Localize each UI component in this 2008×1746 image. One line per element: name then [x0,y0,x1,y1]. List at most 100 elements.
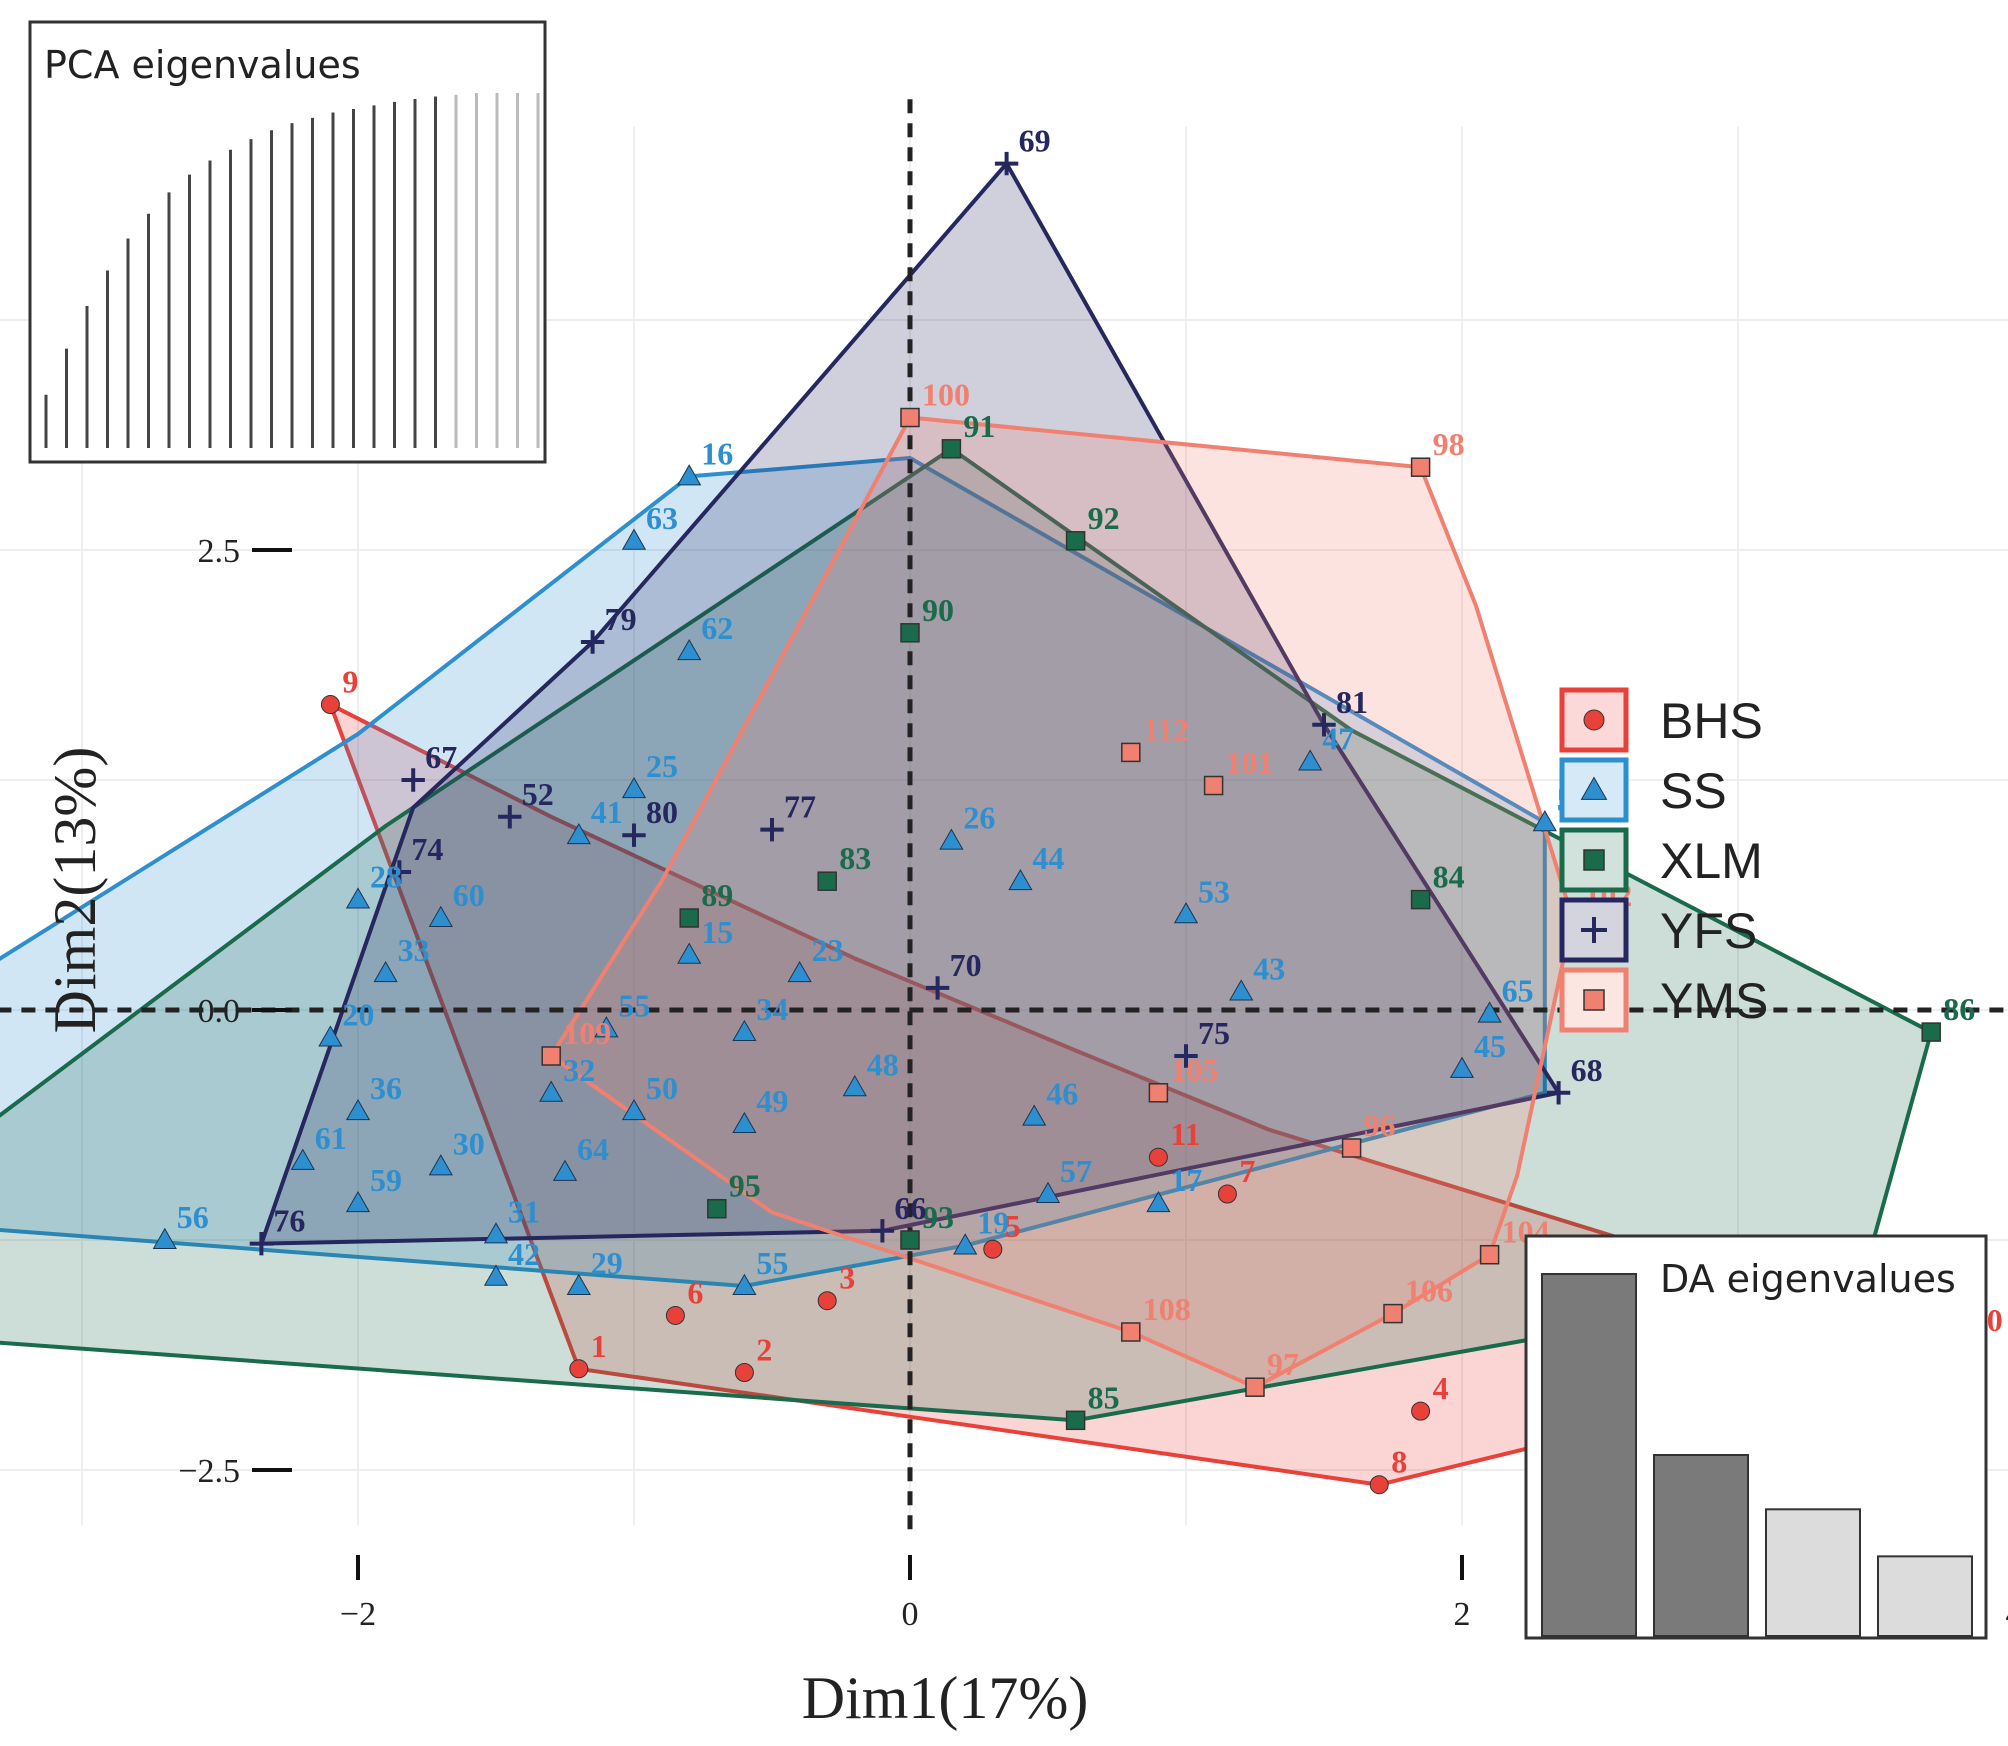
point-xlm [1065,531,1086,551]
point-label-yfs: 66 [894,1190,926,1226]
point-label-yms: 112 [1143,711,1189,747]
da-bar [1877,1555,1973,1637]
point-bhs [320,695,340,715]
point-xlm [1410,889,1431,910]
x-tick-label: 0 [902,1596,919,1633]
point-yms [1203,775,1224,796]
point-ss [677,638,702,661]
point-label-ss: 63 [646,500,678,536]
point-yms [1148,1083,1169,1103]
point-yms [1121,1322,1141,1342]
point-label-yfs: 81 [1336,684,1368,720]
point-label-ss: 55 [618,987,650,1023]
point-label-ss: 62 [701,610,733,646]
point-yms [541,1046,561,1066]
legend-marker-yfs [1581,917,1607,943]
point-ss [677,464,702,486]
point-label-bhs: 11 [1170,1116,1200,1152]
point-label-ss: 64 [577,1131,609,1167]
point-yms [1245,1377,1265,1397]
point-label-ss: 30 [453,1125,485,1161]
x-tick-label: 2 [1454,1596,1471,1633]
point-label-ss: 33 [398,932,430,968]
point-yfs [387,860,412,884]
point-label-ss: 44 [1032,840,1064,876]
point-ss [939,828,964,850]
point-ss [345,1190,371,1213]
point-ss [1532,810,1557,832]
point-ss [345,1098,371,1121]
y-tick-label: 2.5 [198,533,241,570]
point-label-ss: 20 [342,997,374,1033]
point-yfs [1312,713,1336,737]
point-label-yms: 105 [1170,1052,1218,1088]
point-label-ss: 19 [977,1205,1009,1241]
point-yms [1479,1244,1500,1265]
point-label-ss: 55 [756,1245,788,1281]
da-bar [1765,1508,1861,1638]
x-tick-label: 4 [2006,1596,2008,1633]
point-label-ss: 59 [370,1162,402,1198]
point-yfs [249,1231,274,1256]
point-bhs [1217,1184,1237,1204]
point-yfs [925,976,950,1000]
point-xlm [1065,1410,1086,1431]
point-label-yfs: 67 [425,739,457,775]
point-label-xlm: 90 [922,592,954,628]
point-xlm [707,1198,727,1219]
point-yfs [870,1219,895,1243]
point-ss [953,1233,978,1255]
point-ss [566,822,591,845]
point-label-yfs: 69 [1019,123,1051,159]
point-label-ss: 45 [1474,1028,1506,1064]
point-ss [539,1080,564,1102]
point-label-ss: 61 [315,1120,347,1156]
point-label-yms: 101 [1226,745,1274,781]
point-ss [621,528,647,550]
point-label-ss: 28 [370,859,402,895]
hull-ss [0,456,1547,1288]
da-bar [1653,1454,1749,1637]
point-ss [552,1159,578,1181]
point-label-ss: 29 [591,1245,623,1281]
pca-eigenvalues-inset: PCA eigenvalues [28,20,547,464]
point-ss [1146,1190,1171,1213]
legend-marker-ss [1580,776,1608,800]
point-label-ss: 36 [370,1070,402,1106]
point-yms [1341,1138,1362,1158]
legend-label-xlm: XLM [1660,833,1763,889]
da-bars [1541,1273,1973,1638]
legend-label-yms: YMS [1660,973,1768,1029]
point-ss [732,1019,757,1042]
point-label-ss: 31 [508,1193,540,1229]
point-yfs [401,768,425,792]
point-label-xlm: 93 [922,1199,954,1235]
point-label-ss: 56 [177,1199,209,1235]
point-label-yms: 98 [1433,426,1465,462]
point-ss [732,1111,757,1134]
point-ss [732,1273,757,1295]
point-label-xlm: 95 [729,1168,761,1204]
point-xlm [817,871,837,891]
legend-marker-yms [1583,989,1605,1011]
point-label-ss: 47 [1322,721,1354,757]
zero-lines [0,99,2008,1535]
x-tick-label: −2 [340,1596,376,1633]
point-yfs [760,817,784,842]
point-label-bhs: 6 [687,1274,703,1310]
point-bhs [817,1291,837,1311]
point-yms [900,407,920,428]
point-label-xlm: 89 [701,877,733,913]
point-label-yfs: 74 [411,831,443,867]
point-label-yms: 106 [1405,1273,1453,1309]
point-label-bhs: 4 [1433,1370,1449,1406]
legend-label-ss: SS [1660,763,1727,819]
point-bhs [569,1359,589,1379]
point-ss [373,960,398,983]
point-ss [566,1273,591,1295]
point-bhs [1148,1147,1168,1167]
point-ss [1173,902,1199,924]
point-label-ss: 25 [646,748,678,784]
point-ss [152,1227,177,1249]
point-bhs [665,1305,685,1325]
